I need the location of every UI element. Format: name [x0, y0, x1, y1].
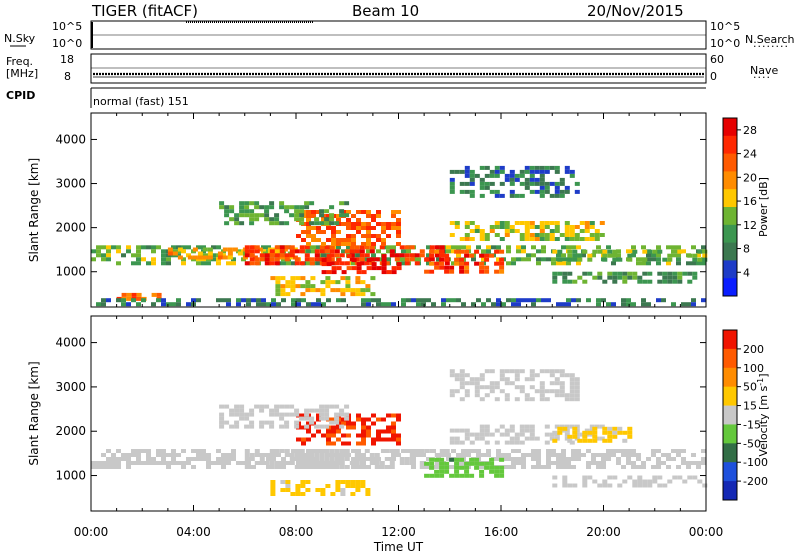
- power-colorbar-seg-4: [723, 189, 737, 208]
- velocity-ytick-label-2: 3000: [55, 380, 86, 394]
- power-region-7: [449, 221, 605, 241]
- velocity-region-5: [270, 480, 371, 496]
- velocity-colorbar-title: Velocity [m s-1]: [756, 373, 771, 456]
- velocity-colorbar-label-6: -100: [743, 456, 768, 469]
- velocity-colorbar-seg-5: [723, 424, 737, 444]
- velocity-ytick-label-1: 2000: [55, 424, 86, 438]
- freq-unit: [MHz]: [6, 67, 39, 80]
- power-region-9: [552, 271, 698, 284]
- power-colorbar-label-2: 12: [743, 219, 757, 232]
- nsky-label: N.Sky: [4, 32, 36, 45]
- velocity-region-1: [244, 449, 450, 469]
- cpid-label: CPID: [6, 89, 36, 102]
- freq-label: Freq.: [6, 55, 34, 68]
- power-data: [91, 165, 708, 307]
- velocity-region-8: [219, 404, 350, 429]
- x-tick-label-4: 16:00: [484, 525, 519, 539]
- x-tick-label-6: 00:00: [689, 525, 724, 539]
- nsearch-tick-top: 10^5: [710, 20, 741, 33]
- power-colorbar-title: Power [dB]: [757, 177, 770, 237]
- power-colorbar-seg-0: [723, 118, 737, 137]
- x-tick-label-5: 20:00: [586, 525, 621, 539]
- velocity-colorbar-frame: [722, 329, 738, 501]
- power-colorbar-label-3: 16: [743, 195, 757, 208]
- velocity-colorbar-seg-6: [723, 443, 737, 463]
- power-colorbar-seg-2: [723, 153, 737, 172]
- power-colorbar-label-0: 4: [743, 266, 750, 279]
- nsky-tick-top: 10^5: [52, 20, 83, 33]
- power-colorbar-seg-5: [723, 207, 737, 226]
- nave-dots: ····: [753, 71, 771, 84]
- velocity-region-2: [296, 413, 401, 446]
- power-region-5: [219, 201, 350, 226]
- power-region-8: [552, 249, 708, 262]
- power-colorbar-seg-3: [723, 171, 737, 190]
- velocity-colorbar-label-1: 100: [743, 362, 764, 375]
- nave-tick-bottom: 0: [710, 70, 717, 83]
- power-region-10: [270, 276, 376, 297]
- power-ytick-label-1: 2000: [55, 221, 86, 235]
- velocity-colorbar-label-7: -200: [743, 475, 768, 488]
- velocity-colorbar-seg-1: [723, 348, 737, 369]
- nsearch-label: N.Search: [745, 33, 795, 46]
- velocity-region-6: [552, 426, 633, 443]
- x-axis-label: Time UT: [373, 540, 424, 554]
- velocity-colorbar-seg-8: [723, 481, 737, 501]
- power-ytick-label-2: 3000: [55, 177, 86, 191]
- power-ytick-label-0: 1000: [55, 265, 86, 279]
- nave-label: Nave: [750, 64, 779, 77]
- velocity-colorbar-seg-0: [723, 330, 737, 350]
- power-region-3: [321, 254, 402, 275]
- power-ytick-label-3: 4000: [55, 132, 86, 146]
- velocity-data: [91, 369, 708, 496]
- velocity-colorbar-seg-4: [723, 405, 737, 425]
- power-colorbar-frame: [722, 117, 738, 297]
- freq-panel-frame: [90, 53, 707, 84]
- power-colorbar-seg-9: [723, 278, 737, 297]
- velocity-colorbar-label-5: -50: [743, 437, 761, 450]
- cpid-text: normal (fast) 151: [93, 95, 189, 108]
- velocity-ylabel: Slant Range [km]: [27, 361, 41, 465]
- velocity-colorbar-label-3: 15: [743, 400, 757, 413]
- x-tick-label-1: 04:00: [176, 525, 211, 539]
- x-tick-label-0: 00:00: [74, 525, 109, 539]
- freq-tick-bottom: 8: [64, 70, 71, 83]
- velocity-region-7: [552, 475, 708, 488]
- velocity-region-3: [424, 457, 505, 478]
- power-colorbar-label-1: 8: [743, 243, 750, 256]
- velocity-colorbar-seg-7: [723, 462, 737, 482]
- power-region-12: [449, 165, 580, 198]
- power-colorbar-seg-8: [723, 260, 737, 279]
- power-colorbar-seg-6: [723, 224, 737, 244]
- x-tick-label-2: 08:00: [279, 525, 314, 539]
- power-colorbar-label-6: 28: [743, 124, 757, 137]
- nsky-tick-bottom: 10^0: [52, 37, 83, 50]
- velocity-colorbar-label-4: -15: [743, 418, 761, 431]
- nsearch-dots: ········: [753, 40, 789, 53]
- velocity-ytick-label-0: 1000: [55, 469, 86, 483]
- freq-tick-top: 18: [60, 53, 74, 66]
- velocity-region-9: [449, 369, 580, 402]
- velocity-colorbar-seg-2: [723, 367, 737, 388]
- power-region-6: [424, 249, 505, 274]
- velocity-colorbar-label-2: 50: [743, 381, 757, 394]
- x-tick-label-3: 12:00: [381, 525, 416, 539]
- nsearch-tick-bottom: 10^0: [710, 37, 741, 50]
- velocity-ytick-label-3: 4000: [55, 336, 86, 350]
- power-region-13: [96, 298, 706, 307]
- power-colorbar-seg-1: [723, 135, 737, 155]
- power-ylabel: Slant Range [km]: [27, 158, 41, 262]
- date-label: 20/Nov/2015: [587, 2, 684, 20]
- velocity-colorbar-label-0: 200: [743, 343, 764, 356]
- nave-tick-top: 60: [710, 53, 724, 66]
- power-colorbar-label-5: 24: [743, 148, 757, 161]
- beam-label: Beam 10: [352, 2, 420, 20]
- power-colorbar-seg-7: [723, 242, 737, 261]
- velocity-colorbar-seg-3: [723, 386, 737, 407]
- power-colorbar-label-4: 20: [743, 171, 757, 184]
- radar-title: TIGER (fitACF): [92, 2, 199, 20]
